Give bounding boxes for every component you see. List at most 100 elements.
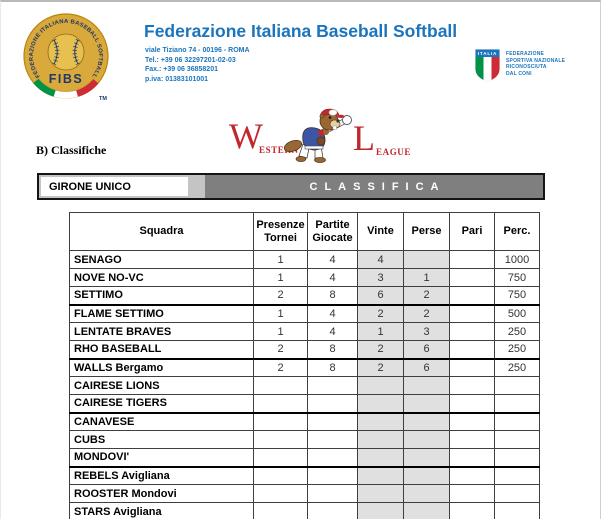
stat-cell-perc: 750 [494, 268, 540, 287]
team-name-cell: FLAME SETTIMO [69, 304, 254, 323]
coni-caption-line: RICONOSCIUTA [506, 64, 547, 70]
stat-cell-vinte: 4 [357, 250, 404, 269]
stat-cell-presenze_tornei [253, 448, 308, 468]
western-league-logo: W ESTERN [229, 106, 424, 170]
stat-cell-vinte [357, 394, 404, 414]
table-row: MONDOVI' [69, 448, 540, 468]
stat-cell-vinte: 3 [357, 268, 404, 287]
table-header-row: Squadra Presenze Tornei Partite Giocate Vin… [69, 212, 540, 251]
stat-cell-vinte: 2 [357, 358, 404, 377]
stat-cell-perc [494, 502, 540, 519]
stat-cell-presenze_tornei: 2 [253, 340, 308, 360]
stat-cell-perse [403, 376, 450, 395]
stat-cell-presenze_tornei: 1 [253, 304, 308, 323]
stat-cell-perse: 6 [403, 358, 450, 377]
coni-caption: FEDERAZIONE SPORTIVA NAZIONALE RICONOSCI… [506, 48, 565, 83]
stat-cell-perse [403, 448, 450, 468]
team-name-cell: CAIRESE LIONS [69, 376, 254, 395]
address-line: viale Tiziano 74 - 00196 - ROMA [145, 47, 250, 54]
team-name-cell: NOVE NO-VC [69, 268, 254, 287]
address-line: Fax.: +39 06 36858201 [145, 66, 218, 73]
team-name-cell: CUBS [69, 430, 254, 449]
column-header-pari: Pari [449, 212, 495, 251]
stat-cell-perc: 250 [494, 340, 540, 360]
stat-cell-partite_giocate [307, 448, 358, 468]
stat-cell-partite_giocate [307, 394, 358, 414]
stat-cell-pari [449, 430, 495, 449]
stat-cell-presenze_tornei: 2 [253, 286, 308, 306]
table-row: SENAGO 1 4 4 1000 [69, 250, 540, 269]
column-header-partite_giocate: Partite Giocate [307, 212, 358, 251]
stat-cell-perc [494, 394, 540, 414]
table-row: CANAVESE [69, 412, 540, 431]
standings-table: Squadra Presenze Tornei Partite Giocate Vin… [69, 212, 540, 519]
stat-cell-pari [449, 322, 495, 341]
table-row: CAIRESE TIGERS [69, 394, 540, 414]
stat-cell-perc [494, 376, 540, 395]
stat-cell-vinte [357, 448, 404, 468]
stat-cell-partite_giocate [307, 412, 358, 431]
stat-cell-perse [403, 502, 450, 519]
girone-tab[interactable]: GIRONE UNICO [41, 177, 188, 196]
table-row: CUBS [69, 430, 540, 449]
stat-cell-partite_giocate: 4 [307, 250, 358, 269]
coni-logo: ITALIA FEDERAZIONE SPORTIVA NAZIONALE RI… [474, 48, 565, 83]
federation-title: Federazione Italiana Baseball Softball [144, 21, 458, 41]
stat-cell-presenze_tornei: 2 [253, 358, 308, 377]
stat-cell-partite_giocate [307, 466, 358, 485]
table-row: CAIRESE LIONS [69, 376, 540, 395]
team-name-cell: SENAGO [69, 250, 254, 269]
stat-cell-perc: 500 [494, 304, 540, 323]
stat-cell-perc: 1000 [494, 250, 540, 269]
italian-flag-arc-icon [23, 13, 109, 99]
table-row: NOVE NO-VC 1 4 3 1 750 [69, 268, 540, 287]
stat-cell-vinte [357, 412, 404, 431]
stat-cell-partite_giocate [307, 484, 358, 503]
stat-cell-perse: 1 [403, 268, 450, 287]
stat-cell-vinte [357, 502, 404, 519]
stat-cell-presenze_tornei: 1 [253, 268, 308, 287]
coni-caption-line: DAL CONI [506, 70, 532, 77]
table-row: SETTIMO 2 8 6 2 750 [69, 286, 540, 306]
stat-cell-perc: 750 [494, 286, 540, 306]
stat-cell-vinte [357, 430, 404, 449]
stat-cell-partite_giocate: 4 [307, 268, 358, 287]
stat-cell-presenze_tornei: 1 [253, 322, 308, 341]
girone-bar-gap [188, 175, 205, 198]
stat-cell-vinte: 1 [357, 322, 404, 341]
baseball-icon [47, 33, 85, 71]
stat-cell-presenze_tornei [253, 376, 308, 395]
stat-cell-perc [494, 466, 540, 485]
column-header-perse: Perse [403, 212, 450, 251]
stat-cell-partite_giocate [307, 376, 358, 395]
stat-cell-pari [449, 502, 495, 519]
trademark-label: TM [99, 96, 107, 102]
stat-cell-pari [449, 286, 495, 306]
stat-cell-pari [449, 376, 495, 395]
stat-cell-perc [494, 412, 540, 431]
stat-cell-partite_giocate: 8 [307, 340, 358, 360]
column-header-presenze_tornei: Presenze Tornei [253, 212, 308, 251]
table-row: RHO BASEBALL 2 8 2 6 250 [69, 340, 540, 360]
federation-address: viale Tiziano 74 - 00196 - ROMA Tel.: +3… [145, 46, 250, 84]
team-name-cell: RHO BASEBALL [69, 340, 254, 360]
stat-cell-presenze_tornei [253, 430, 308, 449]
team-name-cell: CANAVESE [69, 412, 254, 431]
stat-cell-partite_giocate: 4 [307, 304, 358, 323]
stat-cell-perse: 6 [403, 340, 450, 360]
team-name-cell: MONDOVI' [69, 448, 254, 468]
stat-cell-partite_giocate [307, 502, 358, 519]
stat-cell-partite_giocate [307, 430, 358, 449]
section-label: B) Classifiche [36, 143, 107, 157]
stat-cell-vinte [357, 466, 404, 485]
stat-cell-presenze_tornei [253, 484, 308, 503]
stat-cell-perse [403, 430, 450, 449]
fibs-logo[interactable]: FEDERAZIONE ITALIANA BASEBALL SOFTBALL F… [22, 11, 110, 103]
stat-cell-pari [449, 448, 495, 468]
stat-cell-partite_giocate: 4 [307, 322, 358, 341]
league-word-initial: L [353, 118, 375, 158]
girone-bar: GIRONE UNICO CLASSIFICA [37, 173, 545, 200]
stat-cell-perse: 3 [403, 322, 450, 341]
stat-cell-perse [403, 412, 450, 431]
